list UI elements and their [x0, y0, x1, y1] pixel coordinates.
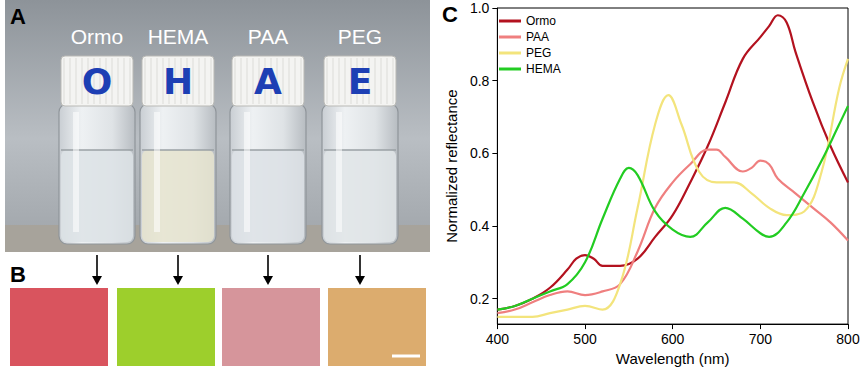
svg-text:O: O: [82, 61, 113, 102]
svg-text:Normalized reflectance: Normalized reflectance: [443, 89, 460, 242]
html-text:C: C: [442, 2, 458, 27]
svg-text:HEMA: HEMA: [526, 62, 561, 76]
svg-text:700: 700: [749, 331, 773, 347]
svg-text:PAA: PAA: [248, 25, 288, 48]
svg-text:600: 600: [661, 331, 685, 347]
svg-text:1.0: 1.0: [470, 0, 490, 16]
svg-text:Ormo: Ormo: [526, 14, 556, 28]
svg-text:Wavelength (nm): Wavelength (nm): [616, 350, 730, 367]
svg-text:500: 500: [573, 331, 597, 347]
svg-text:0.2: 0.2: [470, 291, 490, 307]
svg-text:H: H: [163, 61, 193, 102]
svg-text:800: 800: [836, 331, 860, 347]
svg-text:E: E: [348, 61, 373, 102]
svg-text:0.6: 0.6: [470, 145, 490, 161]
svg-text:A: A: [10, 4, 26, 29]
svg-text:0.8: 0.8: [470, 73, 490, 89]
svg-text:400: 400: [486, 331, 510, 347]
svg-text:Ormo: Ormo: [71, 25, 124, 48]
svg-text:HEMA: HEMA: [148, 25, 209, 48]
svg-text:A: A: [254, 61, 282, 102]
svg-text:PEG: PEG: [526, 46, 551, 60]
svg-text:PAA: PAA: [526, 30, 549, 44]
svg-text:B: B: [10, 262, 26, 287]
svg-text:0.4: 0.4: [470, 218, 490, 234]
svg-text:PEG: PEG: [338, 25, 382, 48]
